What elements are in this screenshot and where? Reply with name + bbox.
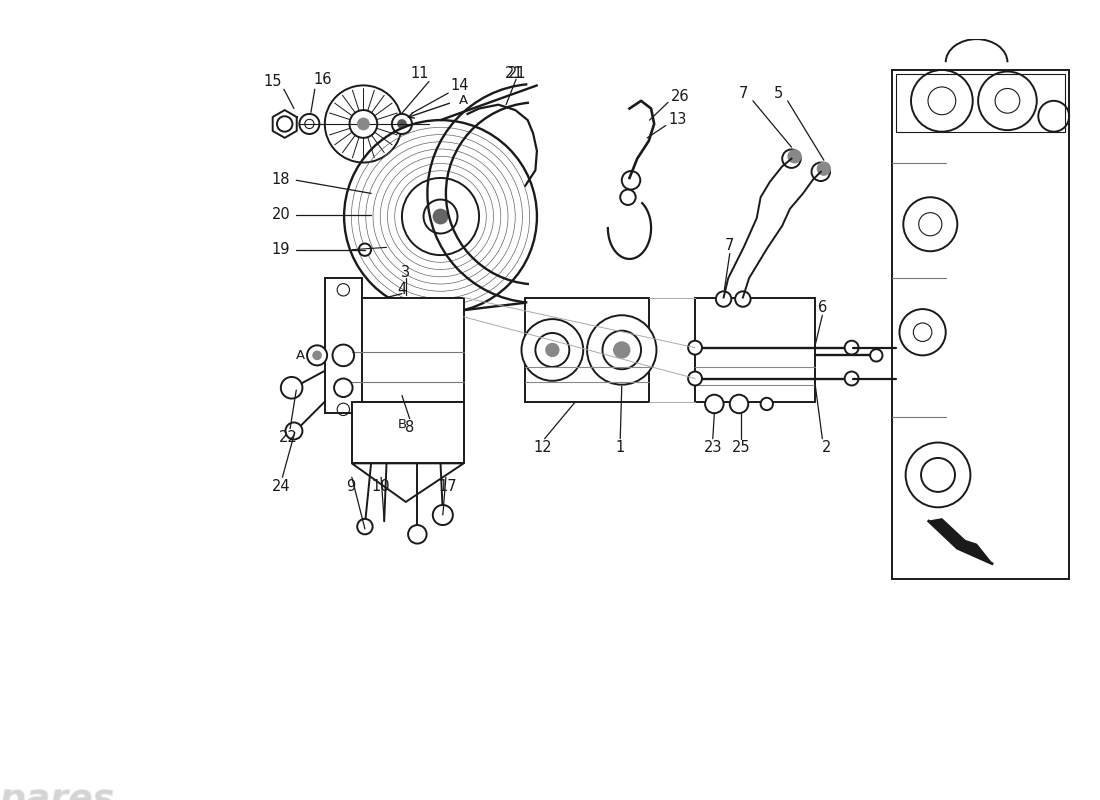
Circle shape <box>735 291 750 306</box>
Circle shape <box>392 114 412 134</box>
Bar <box>526 298 649 402</box>
Text: 14: 14 <box>451 78 469 93</box>
Circle shape <box>716 291 732 306</box>
Text: A: A <box>459 94 469 107</box>
Polygon shape <box>928 519 992 564</box>
Text: 5: 5 <box>773 86 783 101</box>
Text: 4: 4 <box>397 282 407 297</box>
Circle shape <box>307 346 327 366</box>
Text: 23: 23 <box>704 441 722 455</box>
Circle shape <box>359 243 371 256</box>
Circle shape <box>394 403 409 418</box>
Circle shape <box>536 333 570 367</box>
Bar <box>695 298 815 402</box>
Circle shape <box>305 119 314 129</box>
Text: 21: 21 <box>505 66 524 81</box>
Text: 26: 26 <box>671 89 690 104</box>
Circle shape <box>760 398 773 410</box>
Circle shape <box>358 118 368 130</box>
Text: 18: 18 <box>272 172 290 187</box>
Circle shape <box>812 162 830 181</box>
Text: 2: 2 <box>822 441 830 455</box>
Text: eurospares: eurospares <box>0 782 114 800</box>
Text: 13: 13 <box>668 112 686 127</box>
Polygon shape <box>892 70 1069 579</box>
Text: 17: 17 <box>439 479 458 494</box>
Text: eurospares: eurospares <box>0 782 114 800</box>
Bar <box>895 74 1065 132</box>
Text: 11: 11 <box>410 66 429 82</box>
Text: 9: 9 <box>345 479 355 494</box>
Circle shape <box>587 315 657 385</box>
Text: 19: 19 <box>272 242 290 257</box>
Bar <box>352 402 463 463</box>
Circle shape <box>870 349 882 362</box>
Text: 7: 7 <box>725 238 735 254</box>
Text: 8: 8 <box>405 420 415 435</box>
Text: 21: 21 <box>508 66 527 82</box>
Text: 22: 22 <box>279 430 298 446</box>
Text: 16: 16 <box>314 72 332 86</box>
Circle shape <box>432 505 453 525</box>
Text: 15: 15 <box>264 74 283 89</box>
Circle shape <box>408 525 427 543</box>
Text: 6: 6 <box>817 300 827 315</box>
Text: 3: 3 <box>402 266 410 280</box>
Bar <box>324 278 362 414</box>
Circle shape <box>433 210 448 223</box>
Circle shape <box>280 377 302 398</box>
Text: 24: 24 <box>272 479 290 494</box>
Circle shape <box>782 150 801 168</box>
Text: eurospares: eurospares <box>0 782 114 800</box>
Circle shape <box>603 330 641 370</box>
Circle shape <box>521 319 583 381</box>
Circle shape <box>614 342 629 358</box>
Circle shape <box>286 422 302 439</box>
Text: 20: 20 <box>272 207 290 222</box>
Circle shape <box>314 351 321 359</box>
Circle shape <box>620 190 636 205</box>
Circle shape <box>621 171 640 190</box>
Text: B: B <box>397 418 407 431</box>
Circle shape <box>358 519 373 534</box>
Circle shape <box>299 114 319 134</box>
Circle shape <box>689 371 702 386</box>
Polygon shape <box>352 463 463 502</box>
Text: 1: 1 <box>616 441 625 455</box>
Text: eurospares: eurospares <box>0 782 114 800</box>
Text: 10: 10 <box>372 479 390 494</box>
Circle shape <box>689 341 702 354</box>
Text: A: A <box>296 349 305 362</box>
Circle shape <box>845 371 859 386</box>
Circle shape <box>789 150 801 162</box>
Circle shape <box>817 162 830 175</box>
Circle shape <box>398 120 406 128</box>
Text: 12: 12 <box>534 441 552 455</box>
Circle shape <box>729 394 748 414</box>
Circle shape <box>547 344 559 356</box>
Polygon shape <box>273 110 297 138</box>
Circle shape <box>705 394 724 414</box>
Text: 7: 7 <box>739 86 748 101</box>
Text: 25: 25 <box>732 441 750 455</box>
Circle shape <box>845 341 859 354</box>
Bar <box>352 298 463 402</box>
